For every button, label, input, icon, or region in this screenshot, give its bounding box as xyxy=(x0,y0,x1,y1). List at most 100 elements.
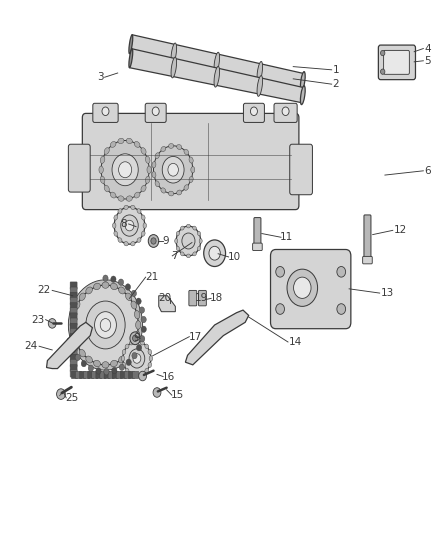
Ellipse shape xyxy=(136,321,141,329)
Ellipse shape xyxy=(180,252,184,256)
Ellipse shape xyxy=(79,293,85,301)
Ellipse shape xyxy=(102,362,109,368)
Ellipse shape xyxy=(177,190,182,195)
FancyBboxPatch shape xyxy=(70,308,77,315)
FancyBboxPatch shape xyxy=(290,144,312,195)
Ellipse shape xyxy=(104,185,110,192)
Text: 13: 13 xyxy=(381,288,394,298)
Ellipse shape xyxy=(79,350,85,357)
Ellipse shape xyxy=(71,310,77,319)
Circle shape xyxy=(162,157,184,183)
Ellipse shape xyxy=(126,196,132,201)
Ellipse shape xyxy=(176,246,180,251)
FancyBboxPatch shape xyxy=(384,51,410,74)
Polygon shape xyxy=(159,296,175,312)
Circle shape xyxy=(75,354,81,360)
Ellipse shape xyxy=(134,331,140,340)
Ellipse shape xyxy=(187,224,191,228)
Ellipse shape xyxy=(145,156,150,163)
Ellipse shape xyxy=(140,372,145,376)
Ellipse shape xyxy=(193,226,196,230)
Text: 7: 7 xyxy=(171,251,177,261)
Circle shape xyxy=(131,290,137,297)
FancyBboxPatch shape xyxy=(104,371,110,378)
FancyBboxPatch shape xyxy=(128,371,134,378)
FancyBboxPatch shape xyxy=(70,344,77,351)
Ellipse shape xyxy=(145,344,149,349)
Ellipse shape xyxy=(118,138,124,144)
Ellipse shape xyxy=(171,43,177,64)
Ellipse shape xyxy=(126,293,132,301)
Ellipse shape xyxy=(145,368,149,373)
Circle shape xyxy=(112,154,138,185)
FancyBboxPatch shape xyxy=(70,328,77,336)
FancyBboxPatch shape xyxy=(70,365,77,372)
Circle shape xyxy=(48,319,56,328)
Ellipse shape xyxy=(94,360,100,367)
Circle shape xyxy=(182,233,195,249)
FancyBboxPatch shape xyxy=(133,371,139,378)
Circle shape xyxy=(129,349,145,368)
Ellipse shape xyxy=(74,341,80,349)
FancyBboxPatch shape xyxy=(93,103,118,123)
Ellipse shape xyxy=(198,231,201,236)
Ellipse shape xyxy=(141,215,145,220)
Text: 12: 12 xyxy=(394,225,407,236)
FancyBboxPatch shape xyxy=(70,334,77,341)
Circle shape xyxy=(152,107,159,116)
Ellipse shape xyxy=(119,356,125,363)
Circle shape xyxy=(104,368,109,375)
FancyBboxPatch shape xyxy=(68,144,90,192)
FancyBboxPatch shape xyxy=(88,371,94,378)
Text: 22: 22 xyxy=(38,286,51,295)
FancyBboxPatch shape xyxy=(70,323,77,330)
Ellipse shape xyxy=(100,156,105,163)
Ellipse shape xyxy=(155,153,159,159)
Circle shape xyxy=(141,317,146,323)
FancyBboxPatch shape xyxy=(70,369,77,377)
Text: 16: 16 xyxy=(162,372,176,382)
FancyBboxPatch shape xyxy=(108,371,114,378)
Circle shape xyxy=(70,346,75,353)
Ellipse shape xyxy=(86,287,92,294)
Ellipse shape xyxy=(161,188,166,193)
Text: 5: 5 xyxy=(424,56,431,66)
FancyBboxPatch shape xyxy=(145,103,166,123)
Ellipse shape xyxy=(74,301,80,309)
Ellipse shape xyxy=(130,341,134,345)
Ellipse shape xyxy=(176,231,180,236)
FancyBboxPatch shape xyxy=(70,313,77,320)
Circle shape xyxy=(86,301,125,349)
Ellipse shape xyxy=(155,181,159,187)
Ellipse shape xyxy=(257,61,262,82)
Circle shape xyxy=(148,235,159,247)
Ellipse shape xyxy=(187,254,191,258)
Circle shape xyxy=(125,220,134,231)
Circle shape xyxy=(103,275,108,281)
Circle shape xyxy=(57,389,65,399)
Ellipse shape xyxy=(152,161,156,168)
Circle shape xyxy=(204,240,226,266)
Circle shape xyxy=(100,319,111,332)
Ellipse shape xyxy=(134,310,140,319)
Circle shape xyxy=(101,141,149,199)
Text: 17: 17 xyxy=(188,332,201,342)
Ellipse shape xyxy=(214,66,219,87)
Ellipse shape xyxy=(149,356,152,361)
Text: 21: 21 xyxy=(145,272,158,282)
Ellipse shape xyxy=(257,76,262,96)
Circle shape xyxy=(125,284,131,290)
Circle shape xyxy=(130,332,141,345)
Ellipse shape xyxy=(137,238,141,243)
Circle shape xyxy=(287,269,318,306)
Ellipse shape xyxy=(135,373,139,377)
FancyBboxPatch shape xyxy=(274,103,297,123)
Circle shape xyxy=(276,266,285,277)
Ellipse shape xyxy=(118,209,122,213)
Text: 25: 25 xyxy=(65,393,78,403)
Ellipse shape xyxy=(118,238,122,243)
Ellipse shape xyxy=(171,57,177,78)
Ellipse shape xyxy=(193,252,196,256)
Circle shape xyxy=(133,354,141,364)
Polygon shape xyxy=(130,49,304,103)
